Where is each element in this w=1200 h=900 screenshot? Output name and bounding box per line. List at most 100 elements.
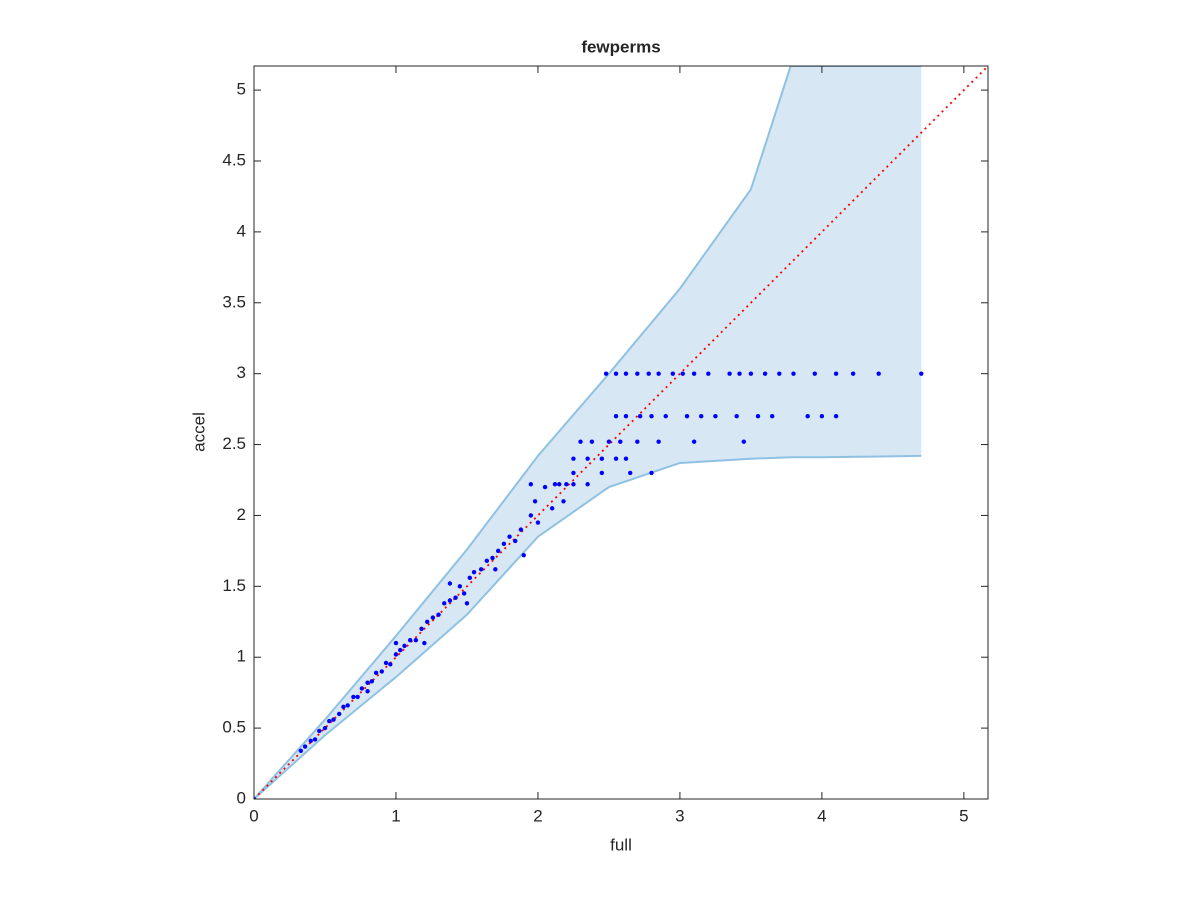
reference-line [254, 66, 988, 799]
data-point [876, 371, 881, 376]
data-point [436, 612, 441, 617]
data-point [734, 413, 739, 419]
data-point [819, 413, 825, 419]
data-point [383, 660, 389, 666]
data-point [528, 513, 534, 518]
data-point [535, 520, 541, 525]
data-point [302, 744, 308, 749]
data-point [407, 638, 413, 643]
data-point [425, 619, 430, 624]
data-point [398, 647, 403, 653]
data-point [388, 662, 393, 667]
y-tick-label: 4 [237, 221, 246, 240]
data-point [493, 567, 498, 572]
y-tick-label: 3.5 [222, 292, 246, 311]
data-point [557, 482, 562, 487]
axes-box [253, 65, 989, 800]
data-point [393, 652, 399, 657]
data-point [467, 575, 472, 581]
data-point [355, 694, 360, 700]
data-point [623, 456, 629, 461]
data-point [850, 371, 856, 376]
data-point [812, 371, 817, 376]
data-point [599, 470, 605, 476]
data-point [571, 482, 576, 487]
data-point [656, 439, 661, 444]
x-tick-label: 1 [391, 806, 400, 825]
y-tick-label: 5 [237, 80, 246, 99]
data-point [254, 796, 257, 799]
data-point [691, 439, 697, 444]
data-point [317, 728, 322, 734]
x-tick-label: 0 [249, 806, 258, 825]
data-point [402, 643, 407, 649]
data-point [737, 371, 742, 376]
data-point [603, 371, 609, 376]
band-lower-edge [254, 454, 922, 799]
data-point [542, 484, 548, 490]
data-point [623, 371, 629, 376]
y-tick-label: 1.5 [222, 576, 246, 595]
data-point [351, 694, 356, 700]
data-point [393, 640, 399, 646]
data-point [413, 638, 419, 643]
y-tick-label: 4.5 [222, 150, 246, 169]
data-point [623, 413, 629, 419]
data-point [442, 601, 447, 606]
data-point [365, 680, 370, 685]
data-point [501, 541, 507, 546]
data-point [663, 413, 668, 419]
data-point [762, 371, 768, 376]
data-point [770, 413, 775, 419]
data-point [552, 482, 558, 487]
data-point [649, 470, 654, 476]
data-point [585, 456, 590, 461]
data-point [589, 439, 595, 444]
data-point [419, 626, 424, 632]
data-point [791, 371, 796, 376]
data-point [345, 703, 350, 708]
data-point [578, 439, 583, 444]
data-point [430, 615, 436, 620]
data-point [373, 670, 379, 676]
x-tick-label: 2 [533, 806, 542, 825]
data-point [628, 470, 633, 476]
data-point [471, 569, 477, 575]
x-tick-label: 4 [817, 806, 826, 825]
x-axis-label: full [610, 835, 632, 854]
data-point [680, 371, 685, 376]
data-point [635, 439, 640, 444]
data-point [706, 371, 711, 376]
data-point [748, 371, 754, 376]
y-tick-label: 2.5 [222, 434, 246, 453]
data-point [365, 689, 370, 694]
y-axis-label: accel [189, 412, 208, 452]
data-point [298, 748, 304, 753]
data-point [359, 686, 365, 691]
data-point [521, 552, 526, 558]
data-point [599, 456, 605, 461]
data-point [490, 555, 495, 561]
data-point [327, 718, 332, 724]
data-point [613, 456, 619, 461]
data-point [528, 482, 534, 487]
data-point [727, 371, 732, 376]
data-point [684, 413, 690, 419]
data-point [561, 499, 566, 504]
data-point [308, 738, 313, 744]
data-point [518, 527, 524, 532]
data-point [447, 581, 453, 586]
data-point [713, 413, 718, 419]
data-point [312, 737, 318, 742]
data-point [670, 371, 676, 376]
y-tick-label: 3 [237, 363, 246, 382]
data-point [447, 598, 453, 603]
data-point [606, 439, 612, 444]
data-point [656, 371, 661, 376]
data-point [331, 717, 336, 722]
data-point [919, 371, 924, 376]
band-area [254, 66, 922, 799]
data-point [613, 371, 619, 376]
data-point [741, 439, 747, 444]
